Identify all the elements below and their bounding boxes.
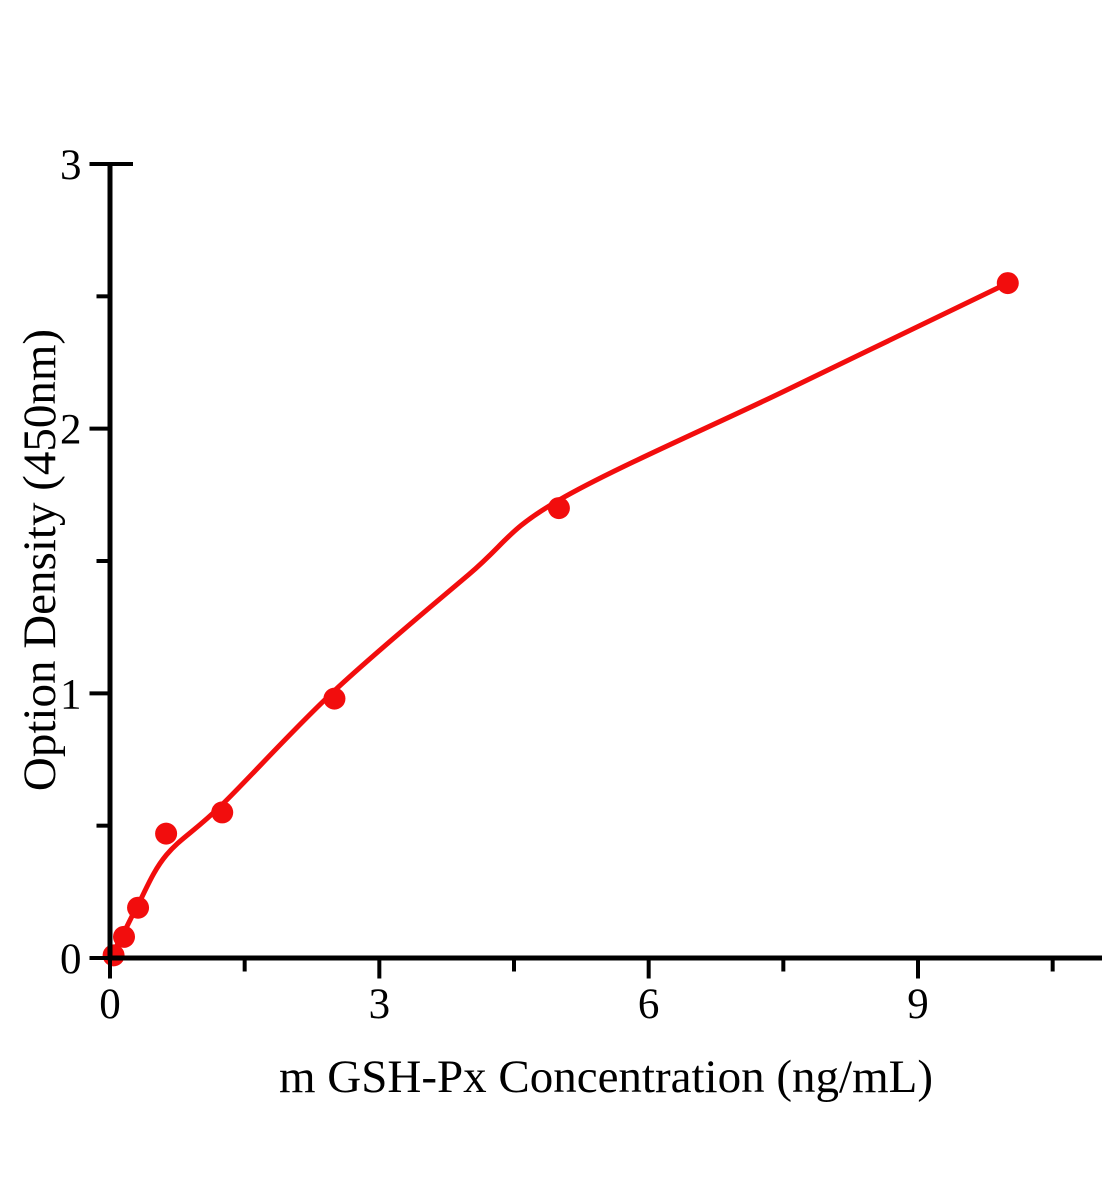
x-axis-title: m GSH-Px Concentration (ng/mL) <box>278 1051 933 1103</box>
x-tick-label: 9 <box>907 981 929 1028</box>
y-tick-label: 1 <box>60 671 82 718</box>
data-point <box>323 687 346 710</box>
fit-curve-line <box>107 280 1011 961</box>
x-tick-label: 6 <box>638 981 660 1028</box>
x-tick-label: 3 <box>369 981 391 1028</box>
y-tick-label: 2 <box>60 407 82 454</box>
data-point <box>211 801 234 824</box>
y-axis-title: Option Density (450nm) <box>14 328 66 792</box>
data-point <box>547 497 570 520</box>
x-tick-label: 0 <box>99 981 121 1028</box>
data-point <box>996 272 1019 295</box>
data-point <box>102 944 125 967</box>
y-tick-label: 0 <box>60 936 82 983</box>
data-point <box>127 896 150 919</box>
data-point <box>155 822 178 845</box>
y-tick-label: 3 <box>60 142 82 189</box>
data-point <box>113 925 136 948</box>
